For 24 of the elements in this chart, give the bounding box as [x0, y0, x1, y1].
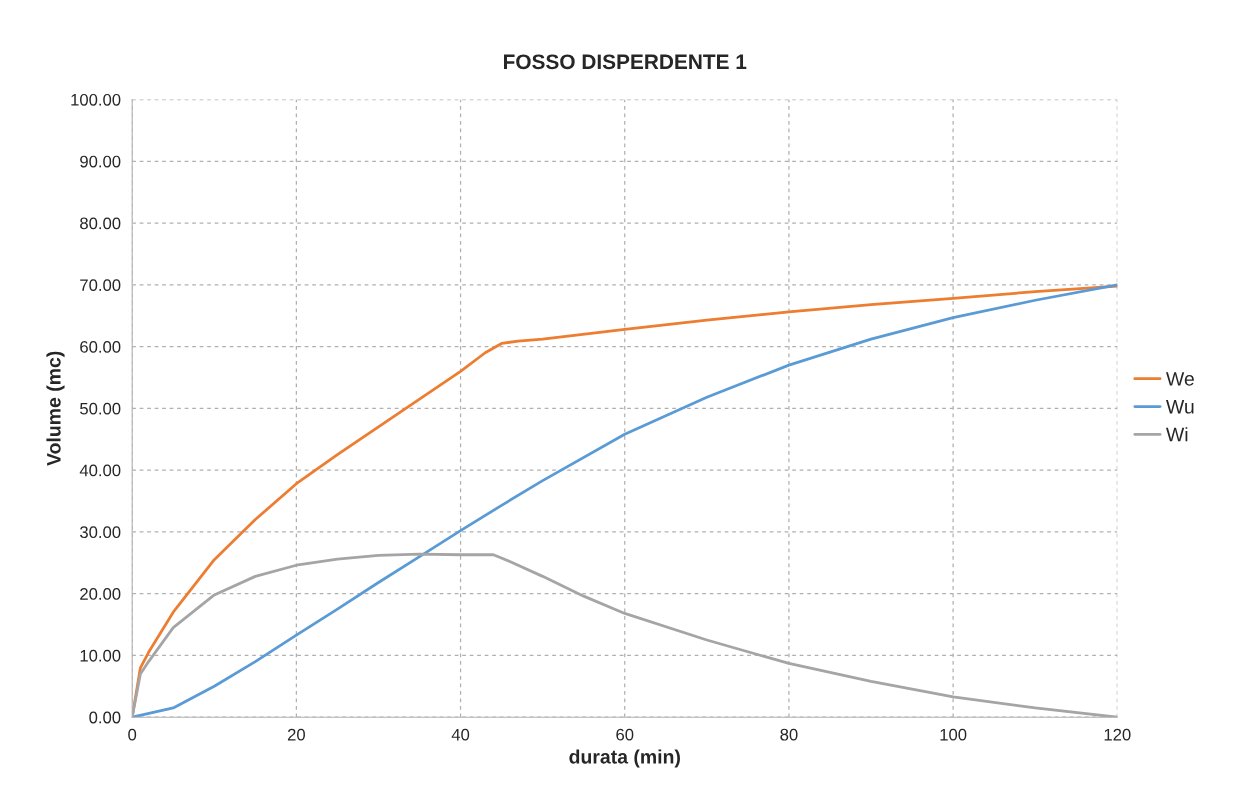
y-tick-label: 0.00 — [89, 711, 121, 724]
y-tick-label: 20.00 — [80, 588, 121, 600]
y-tick-label: 100.00 — [71, 93, 121, 106]
y-tick-label: 70.00 — [80, 279, 121, 292]
legend-label: Wu — [1166, 400, 1194, 414]
x-tick-label: 60 — [616, 728, 634, 741]
y-tick-label: 10.00 — [80, 649, 121, 662]
x-tick-label: 120 — [1104, 728, 1131, 741]
y-tick-label: 60.00 — [80, 340, 121, 353]
x-tick-label: 40 — [451, 728, 470, 741]
y-tick-label: 50.00 — [80, 402, 121, 415]
y-tick-label: 40.00 — [79, 464, 121, 477]
y-tick-label: 80.00 — [80, 217, 121, 230]
x-tick-label: 0 — [128, 728, 137, 741]
x-tick-label: 20 — [287, 728, 305, 741]
x-axis-title: durata (min) — [569, 749, 680, 768]
legend-label: Wi — [1166, 427, 1188, 442]
x-tick-label: 80 — [780, 728, 798, 741]
x-tick-label: 100 — [940, 728, 967, 741]
chart-title: FOSSO DISPERDENTE 1 — [504, 54, 747, 70]
y-axis-title: Volume (mc) — [46, 351, 65, 466]
legend-label: We — [1166, 372, 1194, 386]
y-tick-label: 30.00 — [80, 526, 121, 539]
y-tick-label: 90.00 — [80, 155, 121, 168]
